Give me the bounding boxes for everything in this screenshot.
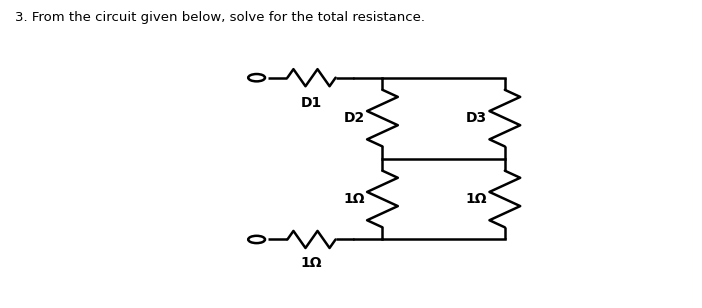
Text: 1Ω: 1Ω (343, 192, 365, 206)
Text: 1Ω: 1Ω (300, 256, 322, 270)
Text: 3. From the circuit given below, solve for the total resistance.: 3. From the circuit given below, solve f… (15, 10, 425, 23)
Text: D1: D1 (301, 96, 322, 110)
Text: D3: D3 (466, 111, 487, 125)
Text: D2: D2 (344, 111, 365, 125)
Text: 1Ω: 1Ω (466, 192, 487, 206)
